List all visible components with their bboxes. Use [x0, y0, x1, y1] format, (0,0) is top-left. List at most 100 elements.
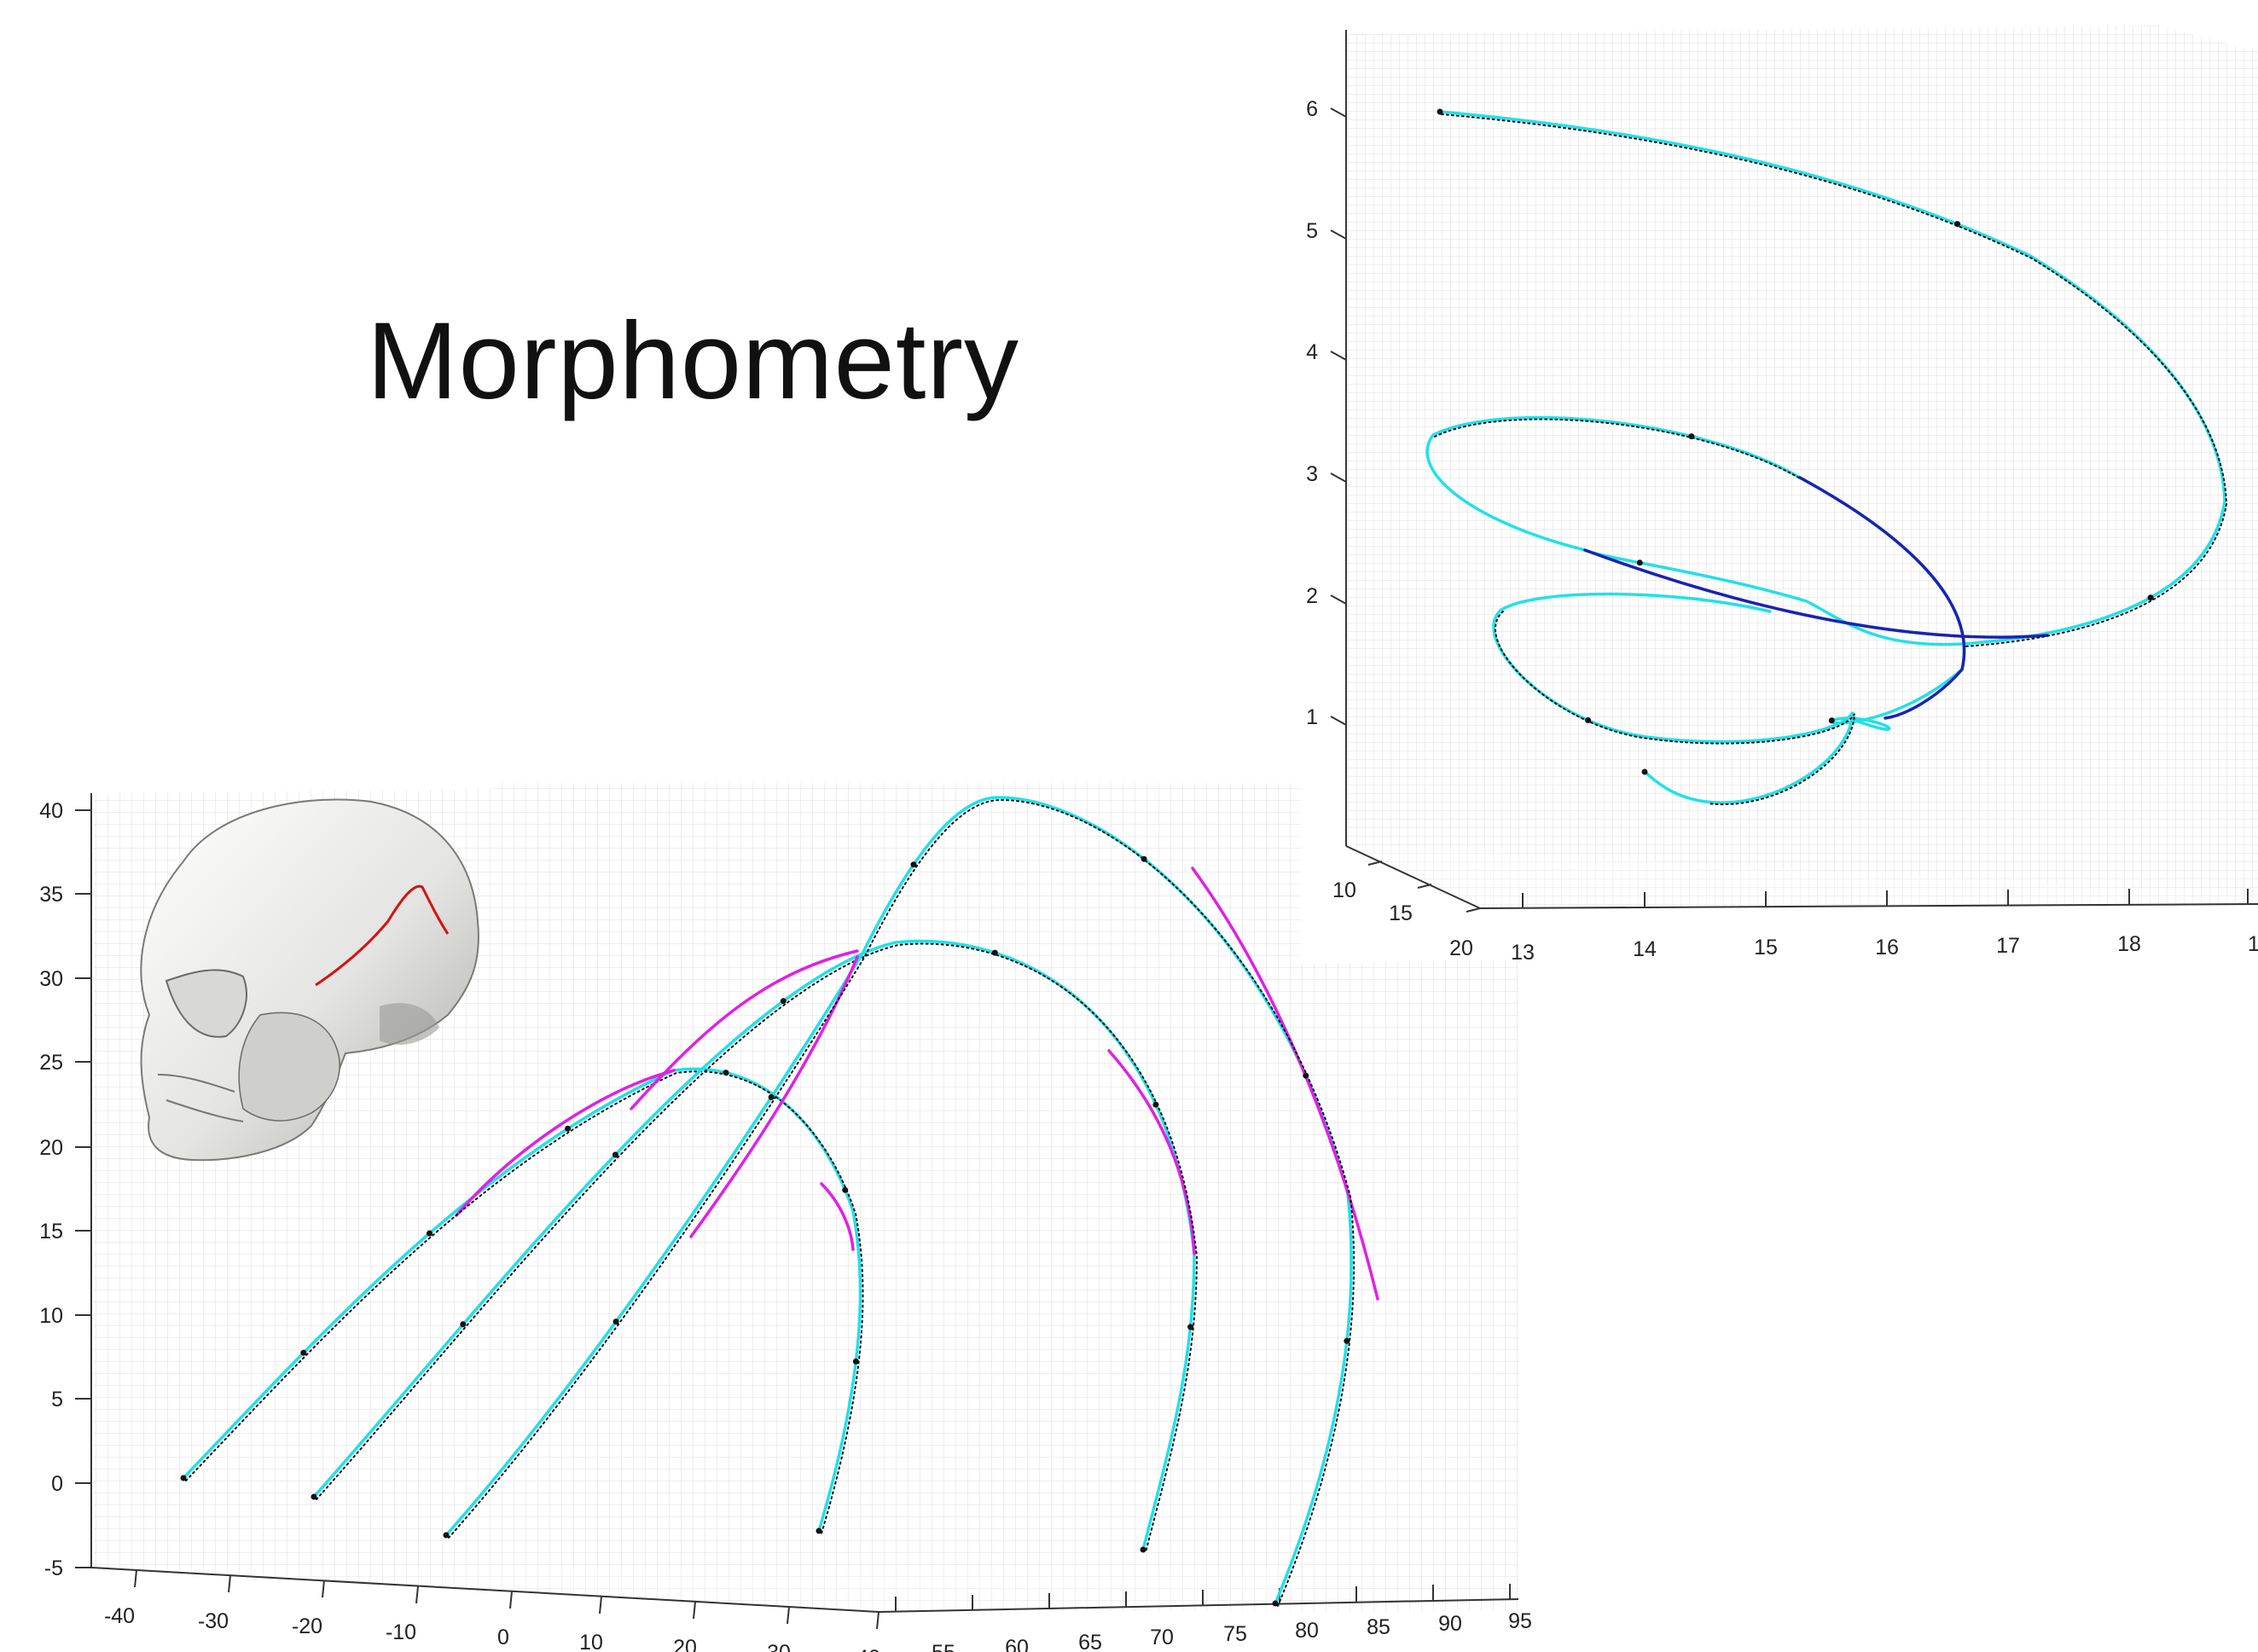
left-floor	[94, 1568, 1518, 1612]
left-x-tick: -30	[198, 1609, 229, 1633]
sample-point	[427, 1230, 432, 1237]
right-x-tick: 15	[1754, 936, 1778, 959]
sample-point	[1641, 768, 1648, 775]
sample-point	[816, 1527, 822, 1534]
series-1-dotted	[185, 1070, 864, 1534]
left-x-tick: 30	[767, 1641, 791, 1652]
skull-icon	[140, 798, 479, 1162]
right-y-tick: 10	[1332, 878, 1356, 902]
series-1-highlight	[455, 1069, 676, 1217]
sample-point	[443, 1532, 450, 1539]
right-floor	[1348, 844, 2258, 908]
series-1-highlight	[820, 1182, 855, 1251]
right-curves	[1425, 108, 2228, 806]
right-y-ticks: 10 15 20	[1332, 861, 1481, 960]
right-z-tick: 5	[1306, 219, 1318, 243]
left-y-tick: 65	[1078, 1631, 1102, 1652]
left-back-wall-b	[490, 783, 1301, 1568]
right-x-tick: 18	[2117, 932, 2141, 956]
left-x-tick: -10	[386, 1620, 416, 1644]
right-x-ticks: 13 14 15 16 17 18 19	[1511, 889, 2258, 965]
sample-point	[991, 949, 998, 956]
sample-point	[910, 861, 917, 868]
helix-dotted	[1434, 113, 2228, 806]
right-y-tick: 20	[1449, 936, 1473, 960]
sample-point	[768, 1094, 775, 1100]
left-y-ticks: 55 60 65 70 75 80 85 90 95	[895, 1584, 1532, 1652]
right-plot-grid-walls	[1348, 26, 2258, 908]
left-z-tick: 30	[39, 967, 63, 991]
left-x-tick: 0	[497, 1626, 509, 1649]
sample-point	[2147, 594, 2154, 601]
right-z-tick: 4	[1306, 340, 1318, 364]
right-x-axis	[1479, 903, 2258, 909]
series-2-highlight	[630, 949, 859, 1110]
left-curves	[180, 796, 1379, 1607]
right-x-tick: 14	[1633, 937, 1657, 961]
left-y-tick: 55	[932, 1641, 955, 1652]
sample-point	[1437, 108, 1443, 115]
right-z-ticks: 6 5 4 3 2 1	[1306, 97, 1347, 729]
left-z-tick: 25	[39, 1051, 63, 1075]
right-z-tick: 6	[1306, 97, 1318, 121]
left-y-tick: 70	[1150, 1626, 1174, 1649]
left-x-tick: -20	[292, 1614, 322, 1638]
right-back-wall	[1348, 26, 2258, 896]
sample-point	[612, 1319, 619, 1325]
left-y-tick: 75	[1223, 1622, 1247, 1646]
sample-point	[842, 1186, 849, 1193]
left-z-tick: 20	[39, 1136, 63, 1160]
series-1-curve	[182, 1067, 862, 1533]
sample-point	[300, 1349, 307, 1356]
series-3-dotted	[448, 798, 1355, 1607]
sample-point	[1954, 221, 1960, 228]
right-y-tick: 15	[1389, 901, 1413, 925]
left-z-tick: 0	[51, 1472, 63, 1496]
sample-point	[460, 1321, 467, 1328]
left-y-tick: 90	[1438, 1612, 1462, 1636]
sample-point	[612, 1151, 618, 1158]
left-z-tick: 35	[39, 883, 63, 907]
left-x-tick: 40	[856, 1646, 880, 1652]
left-plot-grid-walls	[94, 783, 1518, 1612]
page-title: Morphometry	[367, 300, 1019, 422]
right-y-axis	[1345, 845, 1481, 909]
sample-point	[1688, 433, 1695, 440]
series-3-highlight	[689, 955, 859, 1238]
left-y-tick: 85	[1367, 1615, 1390, 1639]
right-z-tick: 3	[1306, 462, 1318, 486]
sample-point	[1152, 1101, 1159, 1108]
series-2-highlight	[1107, 1049, 1196, 1255]
sample-point	[723, 1069, 729, 1076]
sample-point	[1140, 1546, 1146, 1553]
left-x-axis	[90, 1567, 879, 1613]
right-x-tick: 16	[1875, 936, 1899, 959]
sample-point	[852, 1358, 859, 1365]
left-y-axis	[878, 1598, 1519, 1613]
right-plot: 6 5 4 3 2 1 10 15 20 13 14 15 16 17 18 1…	[1306, 26, 2258, 965]
sample-point	[1272, 1600, 1279, 1607]
left-z-tick: 5	[51, 1388, 63, 1411]
sample-point	[1344, 1337, 1350, 1344]
sample-point	[1303, 1072, 1309, 1079]
left-z-ticks: 40 35 30 25 20 15 10 5 0 -5	[39, 799, 91, 1580]
left-y-tick: 95	[1508, 1609, 1532, 1633]
right-x-tick: 19	[2248, 932, 2258, 956]
sample-point	[1636, 559, 1643, 566]
right-z-tick: 2	[1306, 584, 1318, 608]
sample-point	[780, 998, 787, 1005]
left-x-tick: -40	[104, 1604, 135, 1628]
left-x-tick: 10	[579, 1631, 603, 1652]
left-x-ticks: -40 -30 -20 -10 0 10 20 30 40	[104, 1569, 880, 1652]
series-3-curve	[444, 796, 1353, 1605]
left-plot: 40 35 30 25 20 15 10 5 0 -5 -40 -30 -20 …	[39, 783, 1532, 1652]
left-z-tick: 15	[39, 1220, 63, 1243]
sample-point	[1141, 855, 1147, 862]
left-z-tick: 40	[39, 799, 63, 823]
helix-highlight	[1583, 476, 2049, 720]
right-x-tick: 13	[1511, 941, 1535, 965]
sample-point	[180, 1475, 187, 1481]
sample-point	[1187, 1324, 1194, 1330]
sample-point	[1585, 717, 1592, 723]
